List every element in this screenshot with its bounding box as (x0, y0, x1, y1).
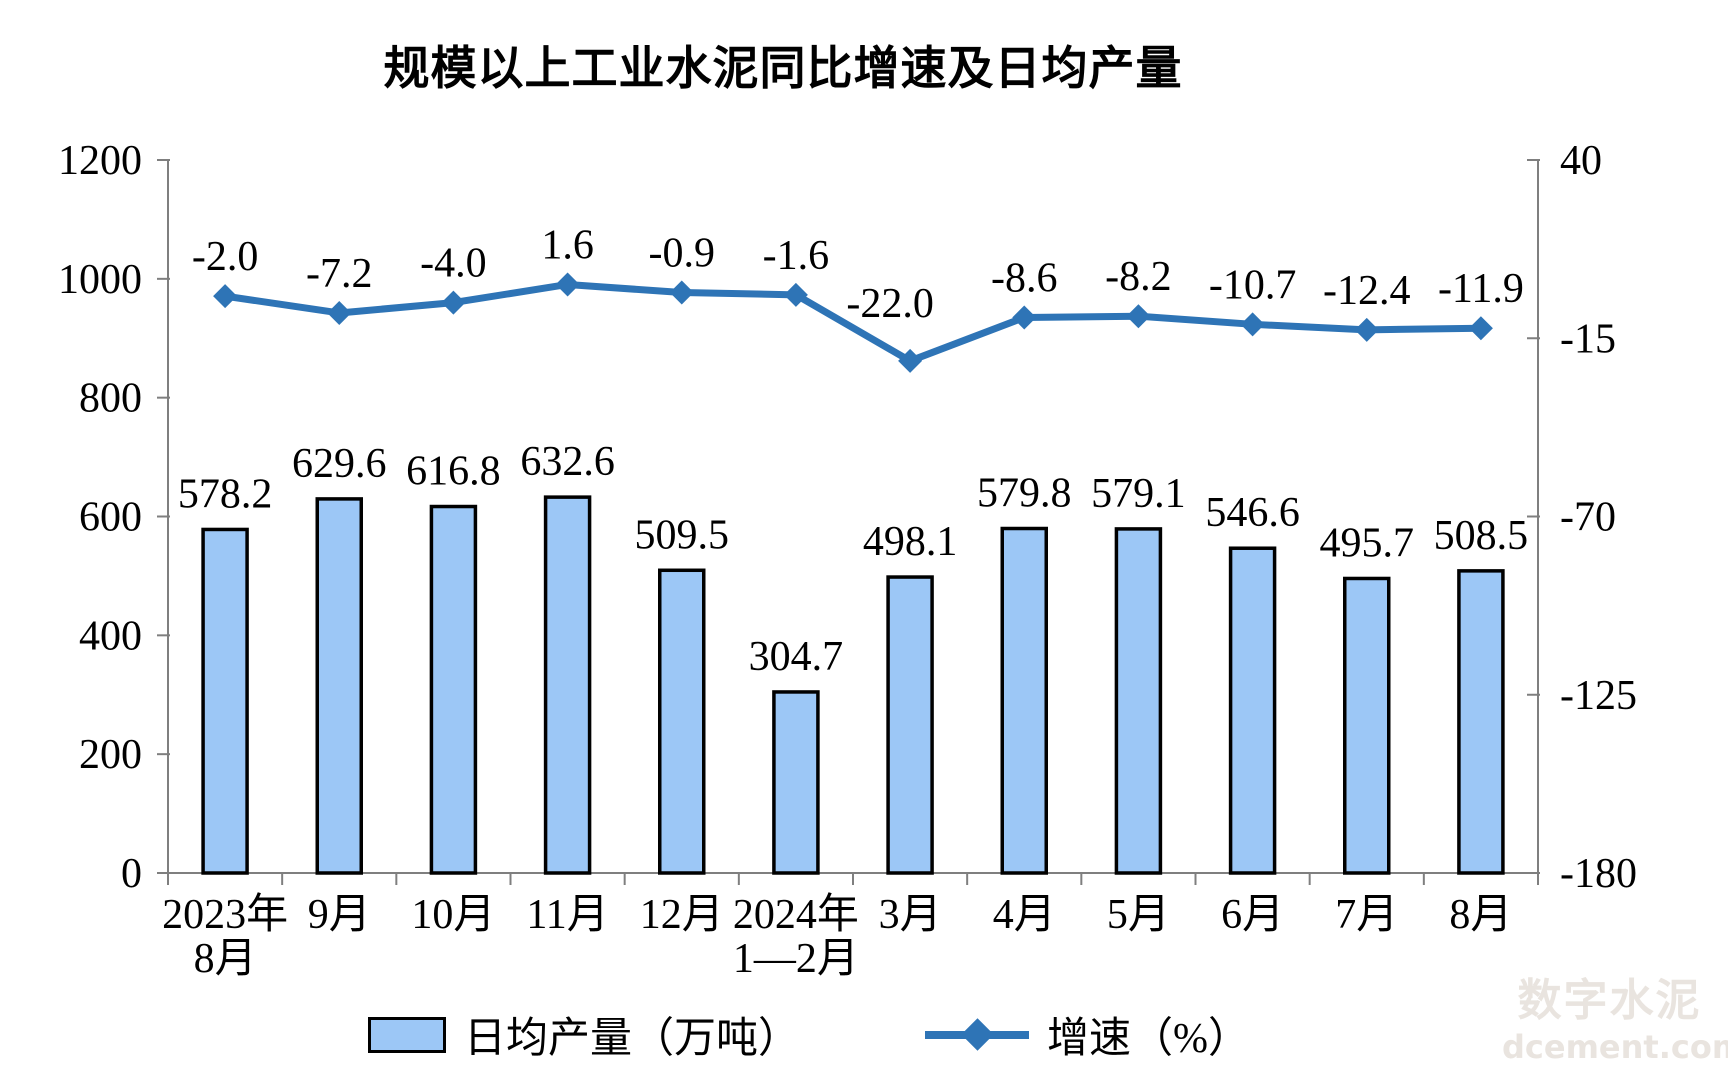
bar-value-label: 632.6 (520, 439, 615, 485)
bar-value-label: 509.5 (635, 512, 730, 558)
line-marker (441, 290, 466, 315)
x-axis-label: 9月 (308, 892, 371, 938)
bar-value-label: 579.8 (977, 471, 1072, 517)
right-axis-tick-label: -70 (1560, 495, 1616, 541)
line-marker (898, 348, 923, 373)
bar-value-label: 495.7 (1320, 520, 1415, 566)
bar-legend-label: 日均产量（万吨） (464, 1016, 801, 1062)
line-marker (1126, 304, 1151, 329)
x-axis-label: 8月 (194, 936, 257, 982)
line-value-label: -11.9 (1438, 266, 1524, 312)
line-marker (1468, 316, 1493, 341)
left-axis-tick-label: 200 (79, 732, 142, 778)
line-value-label: -7.2 (306, 251, 373, 297)
x-axis-label: 2024年 (733, 891, 859, 938)
watermark-line2: dcement.com (1502, 1028, 1728, 1066)
line-marker (1240, 312, 1265, 337)
left-axis-tick-label: 0 (121, 851, 142, 897)
left-axis-tick-label: 800 (79, 376, 142, 422)
bar-value-label: 578.2 (178, 471, 273, 517)
line-marker (1354, 317, 1379, 342)
x-axis-label: 2023年 (162, 891, 288, 938)
x-axis-label: 10月 (411, 892, 495, 938)
bar (886, 575, 934, 875)
x-axis-label: 8月 (1449, 892, 1512, 938)
chart-title: 规模以上工业水泥同比增速及日均产量 (383, 41, 1183, 95)
line-legend-label: 增速（%） (1047, 1016, 1250, 1062)
line-marker (1012, 305, 1037, 330)
line-value-label: -0.9 (649, 231, 716, 277)
growth-line (224, 280, 1481, 365)
line-marker (555, 272, 580, 297)
legend-item-growth-rate: 增速（%） (925, 1004, 1250, 1065)
right-axis-tick-label: -125 (1560, 673, 1637, 719)
line-marker (669, 280, 694, 305)
line-marker (213, 284, 238, 309)
watermark: 数字水泥 dcement.com (1502, 964, 1728, 1066)
bar (201, 527, 249, 875)
bar-value-label: 579.1 (1091, 471, 1186, 517)
x-axis-label: 7月 (1335, 892, 1398, 938)
right-axis-tick-label: -180 (1560, 851, 1637, 897)
bar (315, 497, 363, 875)
bar (772, 690, 820, 875)
right-axis-tick-label: 40 (1560, 138, 1602, 184)
x-axis-label: 3月 (879, 892, 942, 938)
bar-legend-swatch-icon (368, 1016, 446, 1053)
line-value-label: -8.2 (1105, 254, 1172, 300)
line-legend-swatch-icon (925, 1017, 1029, 1051)
bar-value-label: 616.8 (406, 449, 501, 495)
bar-value-label: 498.1 (863, 519, 958, 565)
line-value-label: -8.6 (991, 256, 1058, 302)
bar-value-label: 629.6 (292, 441, 387, 487)
bar-value-label: 508.5 (1434, 513, 1529, 559)
left-axis-tick-label: 1200 (58, 138, 142, 184)
bar (1114, 527, 1163, 875)
line-value-label: 1.6 (541, 222, 594, 268)
bar (1457, 569, 1505, 875)
bar-value-label: 304.7 (749, 634, 844, 680)
left-axis-tick-label: 400 (79, 613, 142, 659)
line-marker (327, 300, 352, 325)
x-axis-label: 5月 (1107, 892, 1170, 938)
x-axis-label: 12月 (640, 892, 724, 938)
bar-value-label: 546.6 (1205, 490, 1300, 536)
line-value-label: -2.0 (192, 234, 259, 280)
watermark-line1: 数字水泥 (1517, 975, 1702, 1026)
left-axis-tick-label: 600 (79, 495, 142, 541)
line-marker (783, 282, 808, 307)
x-axis-label: 6月 (1221, 892, 1284, 938)
line-value-label: -12.4 (1323, 268, 1411, 314)
line-value-label: -22.0 (846, 281, 934, 327)
bar (658, 568, 706, 875)
line-value-label: -1.6 (763, 233, 830, 279)
line-value-label: -10.7 (1209, 262, 1297, 308)
x-axis-label: 1—2月 (733, 936, 859, 982)
x-axis-label: 4月 (993, 892, 1056, 938)
right-axis-tick-label: -15 (1560, 316, 1616, 362)
legend-item-daily-output: 日均产量（万吨） (368, 1004, 800, 1065)
x-axis-label: 11月 (526, 892, 608, 938)
left-axis-tick-label: 1000 (58, 257, 142, 303)
bar (543, 495, 592, 875)
bar (1343, 576, 1391, 875)
line-value-label: -4.0 (420, 241, 487, 287)
bar (1228, 546, 1277, 875)
bar (1000, 526, 1048, 875)
bar (429, 504, 478, 875)
diamond-marker-icon (961, 1017, 994, 1051)
